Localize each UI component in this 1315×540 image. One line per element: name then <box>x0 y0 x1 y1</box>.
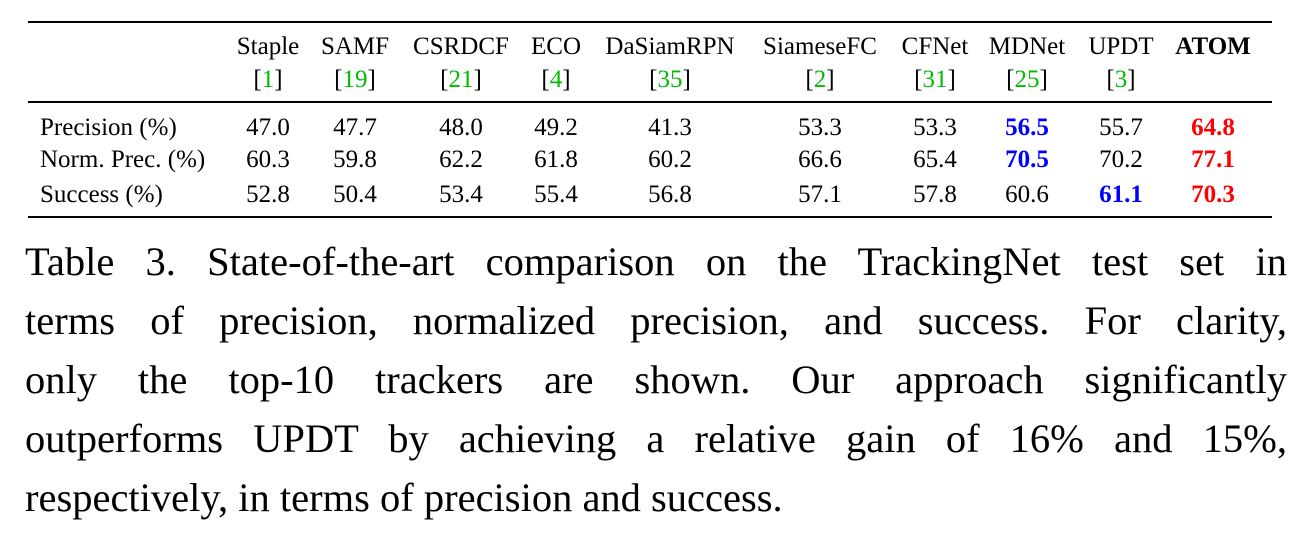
table-cell: 55.4 <box>534 181 578 208</box>
row-label: Precision (%) <box>40 114 177 141</box>
citation-ref[interactable]: [31] <box>914 66 956 93</box>
table-cell: 61.1 <box>1099 181 1143 208</box>
table-cell: 64.8 <box>1191 114 1235 141</box>
column-header: Staple <box>236 33 300 60</box>
table-cell: 57.1 <box>798 181 842 208</box>
column-header: DaSiamRPN <box>605 33 735 60</box>
column-header: SAMF <box>320 33 390 60</box>
caption-line: only the top-10 trackers are shown. Our … <box>25 357 1287 402</box>
citation-ref[interactable]: [4] <box>541 66 571 93</box>
row-label: Success (%) <box>40 181 163 208</box>
caption-line: respectively, in terms of precision and … <box>25 475 783 520</box>
citation-number[interactable]: 19 <box>342 66 368 93</box>
table-cell: 66.6 <box>798 146 842 173</box>
table-cell: 48.0 <box>439 114 483 141</box>
column-header: ATOM <box>1175 33 1251 60</box>
table-cell: 70.5 <box>1005 146 1049 173</box>
table-cell: 53.4 <box>439 181 483 208</box>
citation-ref[interactable]: [25] <box>1006 66 1048 93</box>
citation-number[interactable]: 31 <box>922 66 948 93</box>
table-cell: 62.2 <box>439 146 483 173</box>
table-cell: 60.2 <box>648 146 692 173</box>
table-cell: 53.3 <box>798 114 842 141</box>
citation-number[interactable]: 2 <box>813 66 827 93</box>
column-header: CFNet <box>901 33 969 60</box>
table-cell: 60.6 <box>1005 181 1049 208</box>
table-cell: 53.3 <box>913 114 957 141</box>
column-header: ECO <box>531 33 581 60</box>
table-cell: 47.0 <box>246 114 290 141</box>
row-label: Norm. Prec. (%) <box>40 146 206 173</box>
table-cell: 55.7 <box>1099 114 1143 141</box>
column-header: MDNet <box>988 33 1066 60</box>
table-caption: Table 3. State-of-the-art comparison on … <box>25 232 1287 527</box>
citation-ref[interactable]: [35] <box>649 66 691 93</box>
table-cell: 56.5 <box>1005 114 1049 141</box>
table-cell: 77.1 <box>1191 146 1235 173</box>
table-cell: 41.3 <box>648 114 692 141</box>
citation-ref[interactable]: [19] <box>334 66 376 93</box>
table-cell: 49.2 <box>534 114 578 141</box>
table-cell: 52.8 <box>246 181 290 208</box>
table-cell: 61.8 <box>534 146 578 173</box>
citation-ref[interactable]: [2] <box>805 66 835 93</box>
table-cell: 50.4 <box>333 181 377 208</box>
caption-line: terms of precision, normalized precision… <box>25 298 1287 343</box>
citation-ref[interactable]: [3] <box>1106 66 1136 93</box>
table-cell: 70.3 <box>1191 181 1235 208</box>
citation-number[interactable]: 3 <box>1114 66 1128 93</box>
citation-number[interactable]: 1 <box>261 66 275 93</box>
caption-line: Table 3. State-of-the-art comparison on … <box>25 239 1287 284</box>
citation-number[interactable]: 35 <box>657 66 683 93</box>
table-cell: 47.7 <box>333 114 377 141</box>
table-cell: 65.4 <box>913 146 957 173</box>
top-rule <box>28 21 1272 23</box>
column-header: CSRDCF <box>413 33 509 60</box>
mid-rule <box>28 101 1272 103</box>
citation-ref[interactable]: [21] <box>440 66 482 93</box>
table-cell: 56.8 <box>648 181 692 208</box>
table-cell: 57.8 <box>913 181 957 208</box>
citation-ref[interactable]: [1] <box>253 66 283 93</box>
caption-line: outperforms UPDT by achieving a relative… <box>25 416 1287 461</box>
table-cell: 59.8 <box>333 146 377 173</box>
column-header: UPDT <box>1088 33 1154 60</box>
table-cell: 70.2 <box>1099 146 1143 173</box>
citation-number[interactable]: 21 <box>448 66 474 93</box>
table-cell: 60.3 <box>246 146 290 173</box>
citation-number[interactable]: 4 <box>549 66 563 93</box>
citation-number[interactable]: 25 <box>1014 66 1040 93</box>
bottom-rule <box>28 216 1272 218</box>
column-header: SiameseFC <box>763 33 877 60</box>
